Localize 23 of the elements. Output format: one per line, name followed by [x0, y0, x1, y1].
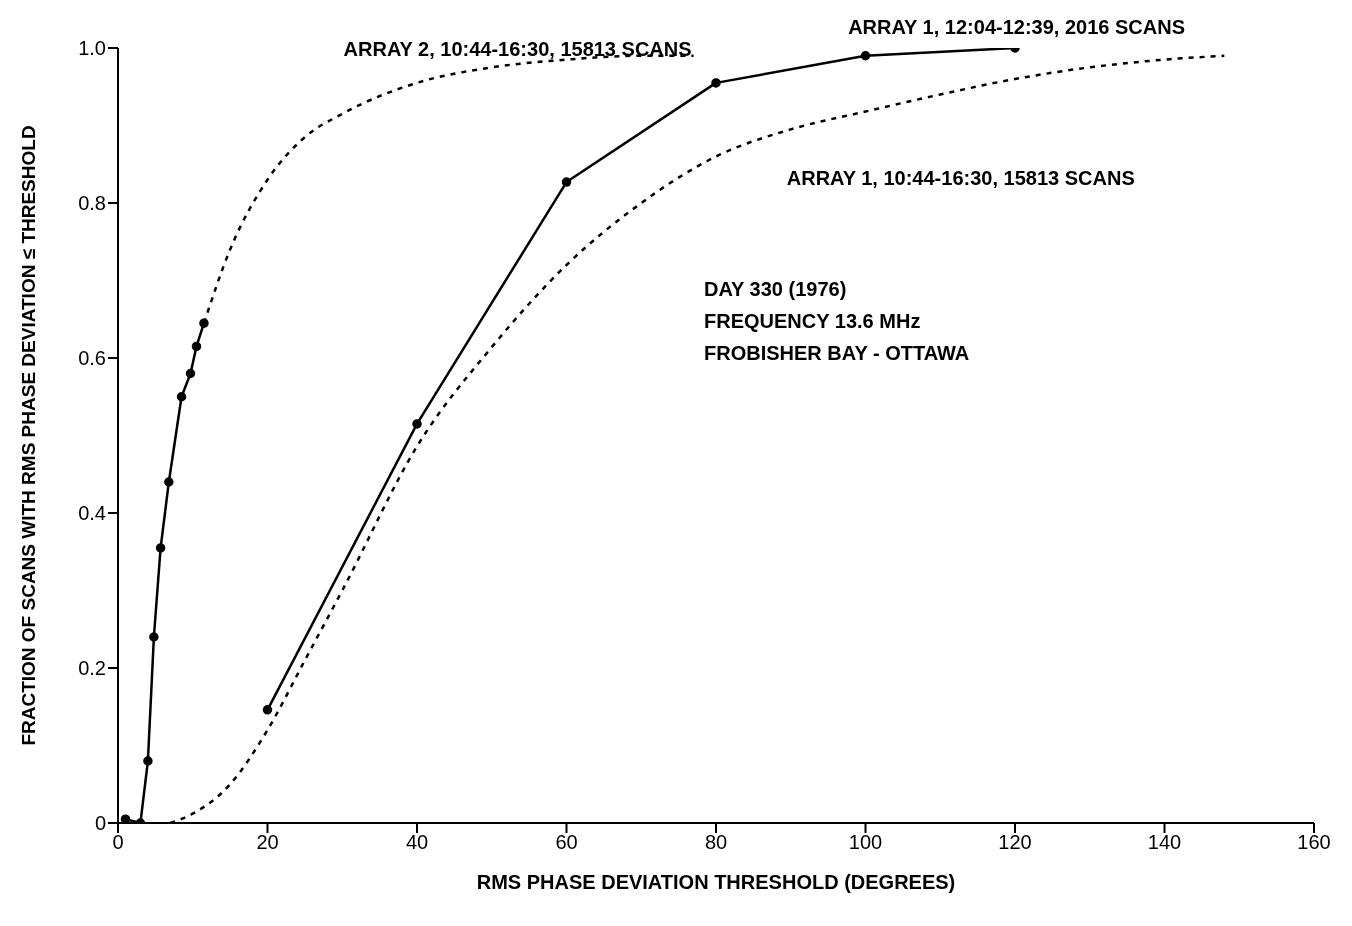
y-tick-label: 1.0 [78, 37, 106, 60]
x-tick-label: 160 [1297, 831, 1331, 854]
x-tick-label: 80 [704, 831, 728, 854]
series-label: ARRAY 1, 12:04-12:39, 2016 SCANS [848, 16, 1185, 38]
x-tick-label: 140 [1147, 831, 1182, 854]
x-tick-label: 0 [112, 831, 124, 854]
x-tick-label: 60 [555, 831, 578, 854]
annotation: DAY 330 (1976) [704, 278, 847, 300]
y-tick-label: 0.2 [78, 657, 106, 680]
y-axis-title: FRACTION OF SCANS WITH RMS PHASE DEVIATION ≤ THRESHOLD [17, 125, 39, 746]
annotation: FREQUENCY 13.6 MHz [704, 310, 921, 332]
x-tick-label: 100 [848, 831, 883, 854]
series-label: ARRAY 1, 10:44-16:30, 15813 SCANS [786, 167, 1135, 190]
x-tick-label: 20 [256, 831, 279, 854]
x-tick-label: 120 [998, 831, 1032, 854]
y-tick-label: 0 [94, 812, 106, 835]
y-tick-label: 0.8 [78, 192, 106, 215]
x-tick-label: 40 [405, 831, 429, 854]
x-axis-title: RMS PHASE DEVIATION THRESHOLD (DEGREES) [476, 871, 956, 893]
annotation: FROBISHER BAY - OTTAWA [704, 342, 970, 364]
series-label: ARRAY 2, 10:44-16:30, 15813 SCANS [343, 37, 692, 60]
y-tick-label: 0.4 [78, 502, 106, 525]
y-tick-label: 0.6 [78, 347, 106, 370]
